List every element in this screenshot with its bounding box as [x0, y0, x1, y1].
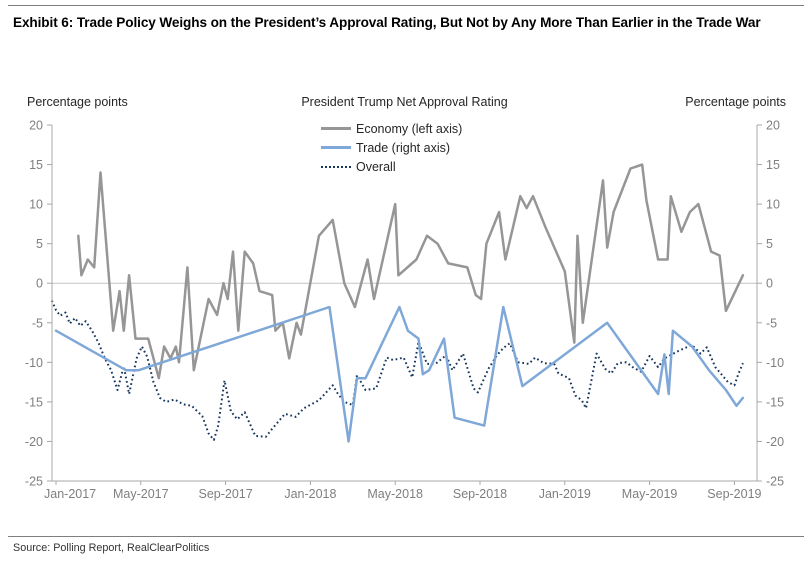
- left-axis-tick-label: -15: [25, 395, 43, 409]
- left-axis-tick-label: 10: [29, 198, 43, 212]
- right-axis-tick-label: -15: [766, 395, 784, 409]
- left-axis-tick-label: -5: [32, 316, 43, 330]
- right-axis-tick-label: 15: [766, 158, 780, 172]
- economy-line: [77, 163, 745, 380]
- x-axis-tick-label: May-2017: [113, 487, 169, 501]
- left-axis-tick-label: -10: [25, 356, 43, 370]
- exhibit-title: Exhibit 6: Trade Policy Weighs on the Pr…: [13, 15, 761, 30]
- right-axis-tick-label: 5: [766, 237, 773, 251]
- right-axis-tick-label: -10: [766, 356, 784, 370]
- bottom-rule: [8, 536, 804, 537]
- legend-row-trade: Trade (right axis): [321, 138, 462, 157]
- legend-row-overall: Overall: [321, 157, 462, 176]
- x-axis-tick-label: May-2019: [622, 487, 678, 501]
- x-axis-tick-label: Sep-2017: [198, 487, 252, 501]
- x-axis-tick-label: Jan-2017: [44, 487, 96, 501]
- legend-label-overall: Overall: [356, 159, 396, 174]
- right-axis-tick-label: -20: [766, 435, 784, 449]
- top-rule: [8, 5, 804, 6]
- overall-line: [50, 300, 744, 441]
- left-axis-tick-label: 20: [29, 119, 43, 133]
- left-axis-caption: Percentage points: [27, 95, 128, 109]
- x-axis-tick-label: Sep-2019: [707, 487, 761, 501]
- right-axis-tick-label: -25: [766, 475, 784, 489]
- x-axis-tick-label: Sep-2018: [453, 487, 507, 501]
- right-axis-tick-label: 20: [766, 119, 780, 133]
- right-axis-tick-label: -5: [766, 316, 777, 330]
- economy-line-swatch-icon: [321, 127, 351, 130]
- legend-label-economy: Economy (left axis): [356, 121, 463, 136]
- right-axis-caption: Percentage points: [685, 95, 786, 109]
- chart-title: President Trump Net Approval Rating: [301, 95, 508, 109]
- left-axis-tick-label: 5: [36, 237, 43, 251]
- chart-legend: Economy (left axis) Trade (right axis) O…: [321, 119, 462, 176]
- overall-line-swatch-icon: [321, 165, 351, 168]
- right-axis-tick-label: 10: [766, 198, 780, 212]
- right-axis-tick-label: 0: [766, 277, 773, 291]
- left-axis-tick-label: 15: [29, 158, 43, 172]
- legend-row-economy: Economy (left axis): [321, 119, 462, 138]
- x-axis-tick-label: Jan-2018: [284, 487, 336, 501]
- left-axis-tick-label: -20: [25, 435, 43, 449]
- legend-label-trade: Trade (right axis): [356, 140, 451, 155]
- source-note: Source: Polling Report, RealClearPolitic…: [13, 542, 210, 554]
- left-axis-tick-label: -25: [25, 475, 43, 489]
- x-axis-tick-label: Jan-2019: [539, 487, 591, 501]
- trade-line-swatch-icon: [321, 146, 351, 149]
- left-axis-tick-label: 0: [36, 277, 43, 291]
- trade-line: [54, 305, 745, 443]
- x-axis-tick-label: May-2018: [367, 487, 423, 501]
